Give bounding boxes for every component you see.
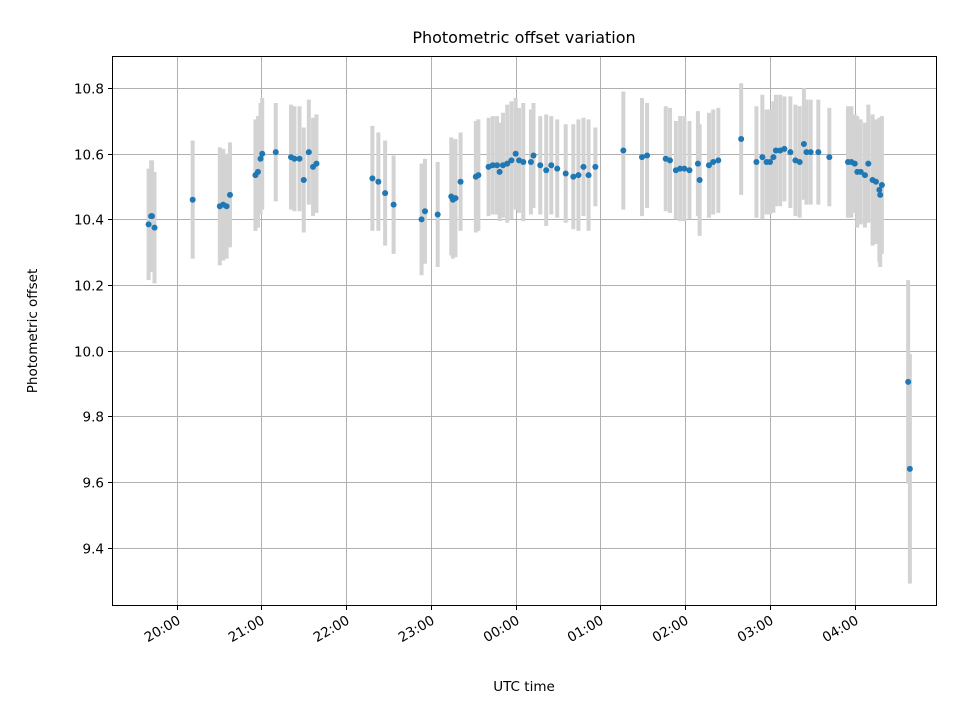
data-point bbox=[296, 155, 303, 162]
data-point bbox=[530, 152, 537, 159]
data-point bbox=[876, 186, 883, 193]
data-point bbox=[520, 159, 527, 166]
data-point bbox=[145, 221, 152, 228]
data-point bbox=[865, 160, 872, 167]
data-point bbox=[638, 154, 645, 161]
data-point bbox=[259, 150, 266, 157]
data-point bbox=[666, 157, 673, 164]
y-tick-label: 10.8 bbox=[74, 82, 104, 98]
data-point bbox=[877, 191, 884, 198]
data-point bbox=[705, 162, 712, 169]
data-point bbox=[759, 154, 766, 161]
data-point bbox=[418, 216, 425, 223]
point-layer bbox=[145, 136, 913, 472]
y-axis: 9.4 9.6 9.8 10.0 10.2 10.4 10.6 10.8 bbox=[74, 82, 113, 558]
data-point bbox=[753, 159, 760, 166]
grid-layer bbox=[113, 57, 937, 605]
y-tick-label: 10.6 bbox=[74, 148, 104, 164]
data-point bbox=[857, 168, 864, 175]
data-point bbox=[375, 178, 382, 185]
data-point bbox=[826, 154, 833, 161]
data-point bbox=[508, 157, 515, 164]
data-point bbox=[457, 178, 464, 185]
data-point bbox=[694, 160, 701, 167]
y-tick-label: 9.6 bbox=[83, 476, 104, 492]
data-point bbox=[696, 177, 703, 184]
y-tick-label: 10.0 bbox=[74, 345, 104, 361]
data-point bbox=[770, 154, 777, 161]
data-point bbox=[537, 162, 544, 169]
data-point bbox=[686, 167, 693, 174]
data-point bbox=[226, 191, 233, 198]
data-point bbox=[575, 172, 582, 179]
data-point bbox=[878, 181, 885, 188]
data-point bbox=[570, 173, 577, 180]
data-point bbox=[313, 160, 320, 167]
data-point bbox=[787, 149, 794, 156]
data-point bbox=[305, 149, 312, 156]
data-point bbox=[452, 195, 459, 202]
data-point bbox=[390, 201, 397, 208]
data-point bbox=[189, 196, 196, 203]
data-point bbox=[562, 170, 569, 177]
data-point bbox=[861, 172, 868, 179]
data-point bbox=[710, 159, 717, 166]
plot-frame bbox=[112, 56, 937, 606]
data-point bbox=[257, 155, 264, 162]
data-point bbox=[644, 152, 651, 159]
data-point bbox=[715, 157, 722, 164]
data-point bbox=[300, 177, 307, 184]
data-point bbox=[512, 150, 519, 157]
data-point bbox=[766, 159, 773, 166]
data-point bbox=[807, 149, 814, 156]
data-point bbox=[906, 465, 913, 472]
y-tick-label: 9.4 bbox=[83, 542, 104, 558]
data-point bbox=[796, 159, 803, 166]
data-point bbox=[489, 162, 496, 169]
data-point bbox=[527, 159, 534, 166]
data-point bbox=[681, 165, 688, 172]
data-point bbox=[434, 211, 441, 218]
data-point bbox=[677, 165, 684, 172]
data-point bbox=[272, 149, 279, 156]
y-tick-label: 10.2 bbox=[74, 279, 104, 295]
y-tick-label: 10.4 bbox=[74, 213, 104, 229]
data-point bbox=[580, 163, 587, 170]
data-point bbox=[291, 155, 298, 162]
data-point bbox=[494, 162, 501, 169]
data-point bbox=[772, 147, 779, 154]
chart-title: Photometric offset variation bbox=[412, 28, 635, 47]
y-axis-label: Photometric offset bbox=[25, 269, 41, 393]
data-point bbox=[148, 213, 155, 220]
data-point bbox=[543, 167, 550, 174]
data-point bbox=[803, 149, 810, 156]
data-point bbox=[223, 203, 230, 210]
data-point bbox=[254, 168, 261, 175]
data-point bbox=[781, 145, 788, 152]
data-point bbox=[800, 140, 807, 147]
data-point bbox=[151, 224, 158, 231]
y-tick-label: 9.8 bbox=[83, 410, 104, 426]
data-point bbox=[872, 178, 879, 185]
x-axis-label: UTC time bbox=[493, 679, 555, 695]
data-point bbox=[851, 160, 858, 167]
data-point bbox=[421, 208, 428, 215]
data-point bbox=[504, 160, 511, 167]
data-point bbox=[548, 162, 555, 169]
data-point bbox=[496, 168, 503, 175]
data-point bbox=[905, 378, 912, 385]
data-point bbox=[585, 172, 592, 179]
data-point bbox=[369, 175, 376, 182]
data-point bbox=[554, 165, 561, 172]
data-point bbox=[815, 149, 822, 156]
data-point bbox=[382, 190, 389, 197]
data-point bbox=[475, 172, 482, 179]
data-point bbox=[738, 136, 745, 143]
data-point bbox=[592, 163, 599, 170]
data-point bbox=[620, 147, 627, 154]
